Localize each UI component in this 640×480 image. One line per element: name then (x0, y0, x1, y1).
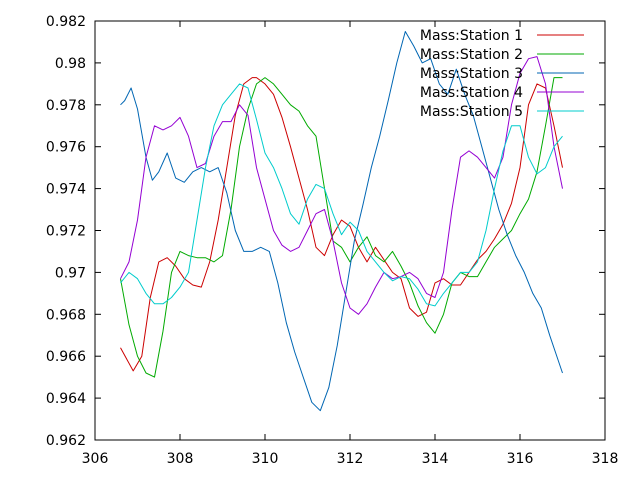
y-tick-label: 0.982 (46, 14, 86, 30)
x-tick-label: 316 (507, 451, 534, 467)
ticks-layer: 306 308 310 312 314 316 318 0.962 0.964 0.966 0.96… (46, 14, 618, 467)
series-line-2 (120, 77, 563, 378)
y-tick-label: 0.964 (46, 391, 86, 407)
y-tick-label: 0.976 (46, 140, 86, 156)
y-tick-label: 0.962 (46, 433, 86, 449)
y-tick-label: 0.978 (46, 98, 86, 114)
legend: Mass:Station 1 Mass:Station 2 Mass:Station… (420, 28, 584, 120)
legend-label-2: Mass:Station 2 (420, 47, 523, 63)
x-tick-label: 312 (337, 451, 364, 467)
y-tick-label: 0.97 (55, 265, 86, 281)
series-line-3 (120, 31, 563, 412)
x-tick-label: 310 (252, 451, 279, 467)
legend-label-1: Mass:Station 1 (420, 28, 523, 44)
legend-label-5: Mass:Station 5 (420, 104, 523, 120)
series-line-5 (120, 83, 563, 307)
series-line-1 (120, 77, 563, 372)
legend-label-3: Mass:Station 3 (420, 66, 523, 82)
x-tick-label: 314 (422, 451, 449, 467)
legend-label-4: Mass:Station 4 (420, 85, 523, 101)
x-tick-label: 308 (167, 451, 194, 467)
y-tick-label: 0.966 (46, 349, 86, 365)
y-tick-label: 0.98 (55, 56, 86, 72)
series-line-4 (120, 56, 563, 315)
y-tick-label: 0.968 (46, 307, 86, 323)
x-tick-label: 318 (592, 451, 619, 467)
y-tick-label: 0.972 (46, 224, 86, 240)
x-tick-label: 306 (82, 451, 109, 467)
series-layer (120, 31, 563, 412)
y-tick-label: 0.974 (46, 182, 86, 198)
